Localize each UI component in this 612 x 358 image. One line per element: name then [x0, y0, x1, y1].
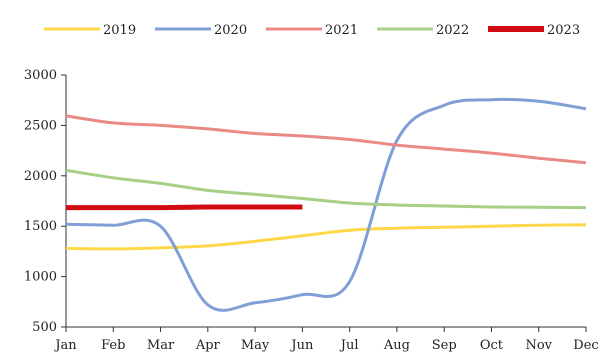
legend-label-2020: 2020 — [214, 23, 247, 38]
y-tick-label: 3000 — [24, 68, 57, 83]
series-line-2021 — [65, 114, 587, 165]
x-tick-label: Dec — [573, 338, 598, 353]
y-tick-label: 1000 — [24, 270, 57, 285]
legend: 2019 2020 2021 2022 2023 — [44, 23, 580, 38]
series-line-2020 — [65, 97, 587, 312]
x-tick-label: Mar — [147, 338, 175, 353]
x-tick-label: Jun — [289, 338, 314, 353]
y-tick-label: 1500 — [24, 219, 57, 234]
x-tick-label: Jan — [53, 338, 77, 353]
series-line-2022 — [65, 168, 587, 210]
x-tick-label: Oct — [480, 338, 504, 353]
y-tick-label: 500 — [32, 320, 57, 335]
legend-label-2021: 2021 — [325, 23, 358, 38]
y-tick-label: 2500 — [24, 118, 57, 133]
y-tick-label: 2000 — [24, 169, 57, 184]
x-tick-label: Nov — [525, 338, 552, 353]
x-tick-label: May — [241, 338, 270, 353]
x-axis: Jan Feb Mar Apr May Jun Jul Aug Sep Oct Nov Dec — [53, 326, 599, 353]
x-tick-label: Sep — [432, 338, 457, 353]
x-tick-label: Aug — [383, 338, 410, 353]
series-line-2023 — [65, 204, 303, 211]
legend-label-2019: 2019 — [103, 23, 136, 38]
series-line-2019 — [65, 223, 587, 251]
legend-label-2022: 2022 — [436, 23, 469, 38]
x-tick-label: Jul — [339, 338, 359, 353]
x-tick-label: Feb — [101, 338, 125, 353]
x-tick-label: Apr — [195, 338, 221, 353]
plot-area — [65, 97, 587, 312]
legend-label-2023: 2023 — [547, 23, 580, 38]
y-axis: 500 1000 1500 2000 2500 3000 — [24, 68, 67, 335]
